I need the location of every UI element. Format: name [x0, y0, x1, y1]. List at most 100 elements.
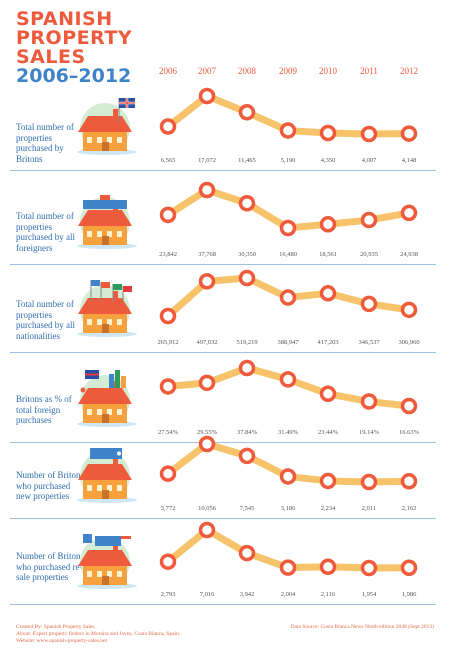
data-label-2010: 18,561: [319, 251, 337, 258]
row-title: Total number of properties purchased by …: [16, 299, 75, 341]
data-point-2011: [360, 125, 378, 143]
data-label-2009: 3,186: [281, 505, 296, 512]
house-uk-flag-icon: [77, 98, 137, 155]
row-divider: [10, 352, 436, 353]
data-point-2007: [198, 521, 216, 539]
data-point-2010: [319, 385, 337, 403]
house-resale-sign-icon: [77, 534, 137, 589]
footer-website[interactable]: Website: www.spanish-property-sales.net: [16, 638, 107, 644]
row-divider: [10, 264, 436, 265]
house-foreigners-sign-icon: [77, 195, 137, 249]
year-label-2007: 2007: [198, 66, 216, 76]
data-label-2008: 11,465: [238, 157, 256, 164]
data-point-2007: [198, 181, 216, 199]
row-title: Number of Britons who purchased re-sale …: [16, 551, 84, 582]
data-label-2007: 29.55%: [197, 429, 218, 436]
chart-row-5: Number of Britons who purchased new prop…: [0, 435, 450, 522]
data-label-2009: 2,004: [281, 591, 296, 598]
data-label-2006: 265,912: [157, 339, 178, 346]
chart-row-3: Total number of properties purchased by …: [0, 269, 450, 356]
row-divider: [10, 442, 436, 443]
footer-created-by: Created By: Spanish Property Sales: [16, 624, 95, 630]
data-label-2009: 31.49%: [278, 429, 299, 436]
data-label-2009: 5,190: [281, 157, 296, 164]
data-point-2008: [238, 544, 256, 562]
data-point-2011: [360, 295, 378, 313]
data-point-2009: [279, 371, 297, 388]
data-label-2009: 16,480: [279, 251, 297, 258]
data-label-2011: 4,007: [362, 157, 377, 164]
data-label-2012: 2,162: [402, 505, 417, 512]
data-label-2007: 10,056: [198, 505, 217, 512]
data-point-2012: [400, 125, 418, 142]
data-point-2010: [319, 216, 337, 233]
year-label-2009: 2009: [279, 66, 297, 76]
data-point-2008: [238, 359, 256, 377]
house-percent-chart-icon: [77, 370, 137, 427]
data-label-2008: 7,545: [240, 505, 255, 512]
year-label-2008: 2008: [238, 66, 256, 76]
data-label-2011: 346,537: [358, 339, 380, 346]
data-label-2006: 3,772: [161, 505, 176, 512]
data-point-2012: [400, 301, 418, 319]
title-line-3: SALES: [16, 46, 86, 68]
data-point-2006: [159, 553, 177, 570]
data-point-2011: [360, 211, 378, 229]
data-label-2006: 27.54%: [158, 429, 179, 436]
data-point-2006: [159, 118, 177, 135]
data-point-2012: [400, 397, 418, 415]
data-label-2012: 4,148: [402, 157, 417, 164]
data-point-2011: [360, 393, 378, 410]
line-chart-2: 23,842 37,768 30,350 16,480 18,561 20,935 24,9…: [77, 181, 418, 258]
data-point-2008: [238, 104, 256, 121]
data-label-2011: 1,954: [362, 591, 377, 598]
data-point-2011: [360, 559, 378, 577]
data-label-2007: 17,072: [198, 157, 216, 164]
data-point-2009: [279, 289, 297, 306]
data-label-2008: 519,219: [236, 339, 257, 346]
chart-row-4: Britons as % of total foreign purchases 2…: [0, 359, 450, 446]
year-header: 2006 2007 2008 2009 2010 2011 2012: [0, 66, 450, 80]
row-divider: [10, 170, 436, 171]
data-point-2007: [198, 435, 216, 453]
data-point-2012: [400, 559, 418, 577]
row-title: Britons as % of total foreign purchases: [16, 394, 72, 426]
data-label-2006: 6,565: [161, 157, 176, 164]
data-label-2006: 23,842: [159, 251, 177, 258]
row-divider: [10, 604, 436, 605]
data-point-2006: [159, 465, 177, 482]
data-point-2009: [279, 219, 297, 237]
footer-about: About: Expert property finders in Morair…: [16, 631, 181, 637]
data-label-2010: 23.44%: [318, 429, 339, 436]
chart-row-1: Total number of properties purchased by …: [0, 87, 450, 174]
data-label-2007: 7,016: [200, 591, 215, 598]
page-title: SPANISH PROPERTY SALES 2006–2012: [16, 10, 132, 86]
data-point-2010: [319, 472, 337, 490]
data-point-2008: [238, 269, 256, 287]
house-flags-icon: [77, 280, 137, 337]
row-title: Number of Britons who purchased new prop…: [16, 470, 84, 502]
data-label-2010: 417,203: [317, 339, 338, 346]
data-point-2010: [319, 558, 337, 576]
data-point-2012: [400, 473, 418, 490]
footer-source: Data Source: Costa Blanca News North edi…: [290, 624, 434, 630]
data-point-2010: [319, 124, 337, 142]
data-label-2012: 16.63%: [399, 429, 420, 436]
data-point-2008: [238, 447, 256, 465]
row-divider: [10, 518, 436, 519]
data-label-2012: 1,986: [402, 591, 417, 598]
row-title: Total number of properties purchased by …: [16, 211, 75, 253]
row-title: Total number of properties purchased by …: [16, 122, 74, 164]
line-chart-3: 265,912 497,032 519,219 388,947 417,203 346,5…: [77, 269, 420, 346]
data-label-2008: 3,942: [240, 591, 255, 598]
data-label-2007: 497,032: [196, 339, 217, 346]
data-point-2006: [159, 206, 177, 224]
data-label-2010: 2,116: [321, 591, 336, 598]
line-chart-5: 3,772 10,056 7,545 3,186 2,234 2,011 2,162: [77, 435, 418, 512]
data-label-2012: 24,938: [400, 251, 418, 258]
data-point-2007: [198, 87, 216, 105]
data-label-2007: 37,768: [198, 251, 216, 258]
data-label-2010: 2,234: [321, 505, 336, 512]
data-label-2008: 30,350: [238, 251, 256, 258]
title-line-1: SPANISH: [16, 8, 113, 30]
